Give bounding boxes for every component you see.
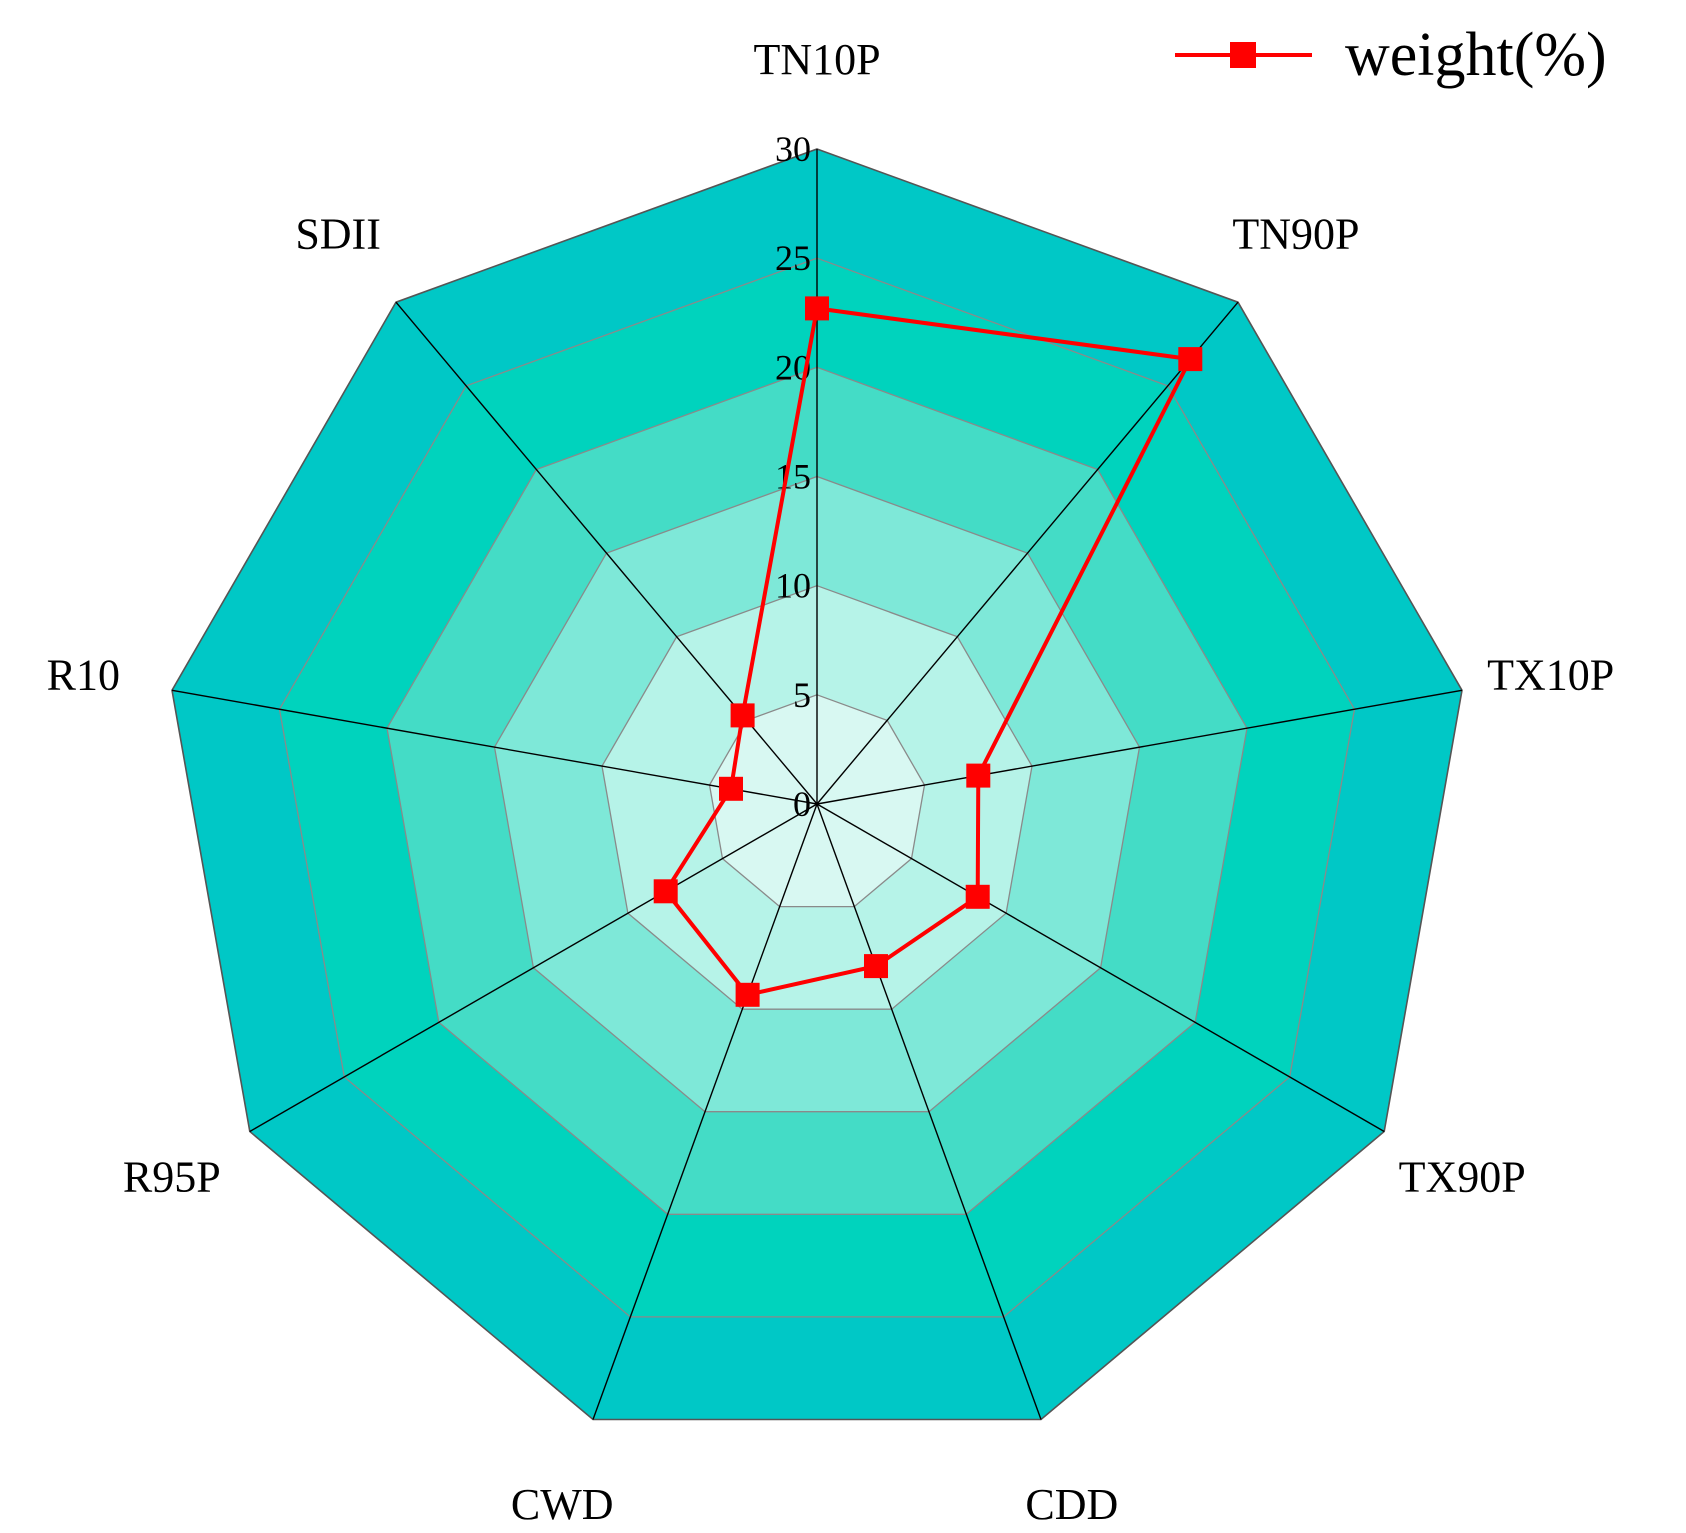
axis-tx10p	[816, 689, 1463, 805]
category-label-tn10p: TN10P	[753, 35, 880, 84]
data-point-cdd	[864, 954, 888, 979]
ring-30	[171, 148, 1463, 1421]
tick-label: 15	[775, 457, 811, 497]
category-label-tx10p: TX10P	[1487, 651, 1614, 700]
tick-label: 5	[793, 675, 811, 715]
axis-tx90p	[816, 803, 1385, 1133]
ring-5	[708, 694, 926, 908]
axis-cdd	[816, 803, 1042, 1420]
axis-tn90p	[816, 301, 1239, 805]
tick-label: 10	[775, 566, 811, 606]
series-weight	[653, 296, 1203, 1007]
category-label-cwd: CWD	[511, 1480, 614, 1529]
category-labels: TN10P TN90P TX10P TX90P CDD CWD R95P R10 SDII	[47, 35, 1615, 1529]
category-label-r95p: R95P	[123, 1153, 221, 1202]
data-point-tn10p	[805, 296, 829, 321]
ring-15	[493, 475, 1141, 1113]
data-point-cwd	[735, 982, 760, 1007]
tick-label: 25	[775, 238, 811, 278]
data-point-tx90p	[965, 884, 990, 909]
data-point-tn90p	[1178, 347, 1203, 372]
category-label-r10: R10	[47, 651, 120, 700]
axis-r95p	[249, 803, 818, 1133]
category-label-cdd: CDD	[1025, 1480, 1118, 1529]
ring-20	[386, 366, 1248, 1215]
radar-axes	[171, 149, 1463, 1420]
category-label-tx90p: TX90P	[1399, 1153, 1526, 1202]
data-point-r10	[719, 776, 743, 801]
axis-r10	[171, 689, 818, 805]
category-label-sdii: SDII	[295, 209, 381, 258]
tick-label: 30	[775, 129, 811, 169]
data-point-sdii	[730, 703, 755, 728]
ring-25	[278, 257, 1356, 1318]
radar-gridlines	[171, 148, 1463, 1421]
axis-cwd	[592, 803, 818, 1420]
tick-label: 0	[793, 784, 811, 824]
data-point-tx10p	[966, 763, 991, 788]
data-point-r95p	[653, 879, 678, 904]
category-label-tn90p: TN90P	[1232, 209, 1359, 258]
series-line	[663, 306, 1194, 998]
legend: weight(%)	[1175, 21, 1607, 89]
ring-10	[601, 585, 1033, 1010]
legend-marker	[1230, 42, 1256, 68]
legend-label: weight(%)	[1345, 21, 1607, 89]
